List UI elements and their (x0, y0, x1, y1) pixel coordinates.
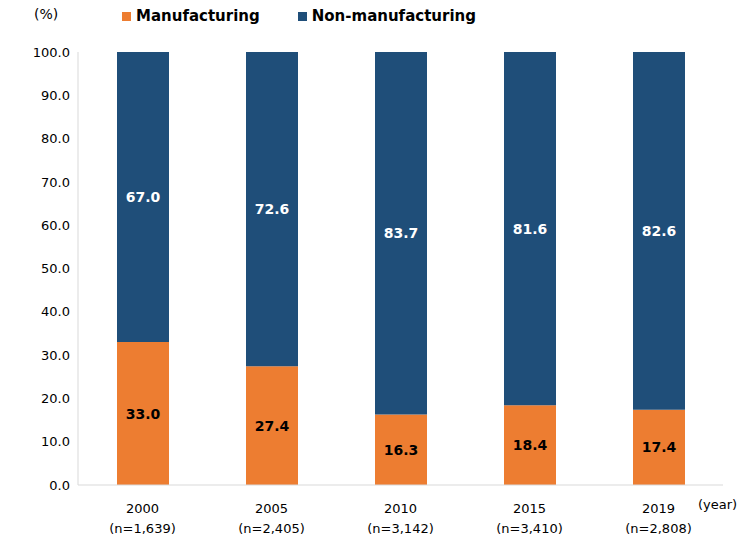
svg-text:27.4: 27.4 (255, 418, 290, 434)
svg-text:100.0: 100.0 (33, 45, 70, 60)
svg-text:0.0: 0.0 (49, 478, 70, 493)
svg-text:20.0: 20.0 (41, 391, 70, 406)
html-text:Manufacturing: Manufacturing (136, 7, 260, 25)
svg-text:2010(n=3,142): 2010(n=3,142) (367, 501, 434, 536)
html-text:(year): (year) (698, 497, 738, 512)
svg-text:83.7: 83.7 (384, 225, 419, 241)
svg-text:17.4: 17.4 (642, 439, 677, 455)
svg-text:16.3: 16.3 (384, 442, 419, 458)
svg-text:80.0: 80.0 (41, 131, 70, 146)
svg-text:72.6: 72.6 (255, 201, 290, 217)
svg-text:10.0: 10.0 (41, 434, 70, 449)
svg-text:40.0: 40.0 (41, 304, 70, 319)
svg-text:67.0: 67.0 (126, 189, 161, 205)
svg-text:2015(n=3,410): 2015(n=3,410) (496, 501, 563, 536)
svg-text:81.6: 81.6 (513, 221, 548, 237)
svg-text:18.4: 18.4 (513, 437, 548, 453)
svg-text:70.0: 70.0 (41, 175, 70, 190)
svg-text:82.6: 82.6 (642, 223, 677, 239)
svg-text:60.0: 60.0 (41, 218, 70, 233)
svg-text:33.0: 33.0 (126, 406, 161, 422)
svg-text:2005(n=2,405): 2005(n=2,405) (238, 501, 305, 536)
svg-text:2019(n=2,808): 2019(n=2,808) (625, 501, 692, 536)
svg-text:50.0: 50.0 (41, 261, 70, 276)
svg-text:2000(n=1,639): 2000(n=1,639) (109, 501, 176, 536)
svg-text:30.0: 30.0 (41, 348, 70, 363)
svg-text:90.0: 90.0 (41, 88, 70, 103)
html-text:Non-manufacturing: Non-manufacturing (311, 7, 476, 25)
